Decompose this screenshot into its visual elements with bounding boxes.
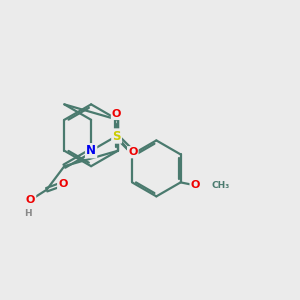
- Text: CH₃: CH₃: [212, 181, 230, 190]
- Text: O: O: [26, 195, 35, 205]
- Text: N: N: [86, 144, 96, 157]
- Text: O: O: [190, 180, 200, 190]
- Text: S: S: [112, 130, 121, 142]
- Text: O: O: [58, 179, 68, 189]
- Text: O: O: [128, 147, 137, 157]
- Text: H: H: [24, 209, 31, 218]
- Text: O: O: [112, 109, 121, 119]
